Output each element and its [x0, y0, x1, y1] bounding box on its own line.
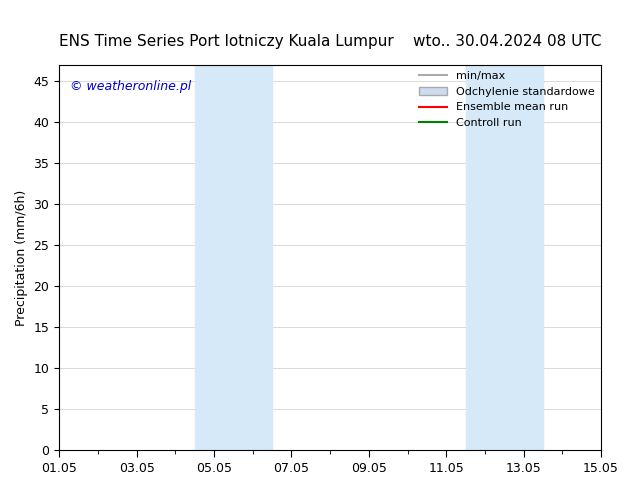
- Y-axis label: Precipitation (mm/6h): Precipitation (mm/6h): [15, 189, 28, 325]
- Text: ENS Time Series Port lotniczy Kuala Lumpur: ENS Time Series Port lotniczy Kuala Lump…: [59, 34, 394, 49]
- Legend: min/max, Odchylenie standardowe, Ensemble mean run, Controll run: min/max, Odchylenie standardowe, Ensembl…: [415, 67, 599, 132]
- Bar: [195, 65, 272, 450]
- Bar: [465, 65, 543, 450]
- Text: © weatheronline.pl: © weatheronline.pl: [70, 80, 191, 93]
- Text: wto.. 30.04.2024 08 UTC: wto.. 30.04.2024 08 UTC: [413, 34, 601, 49]
